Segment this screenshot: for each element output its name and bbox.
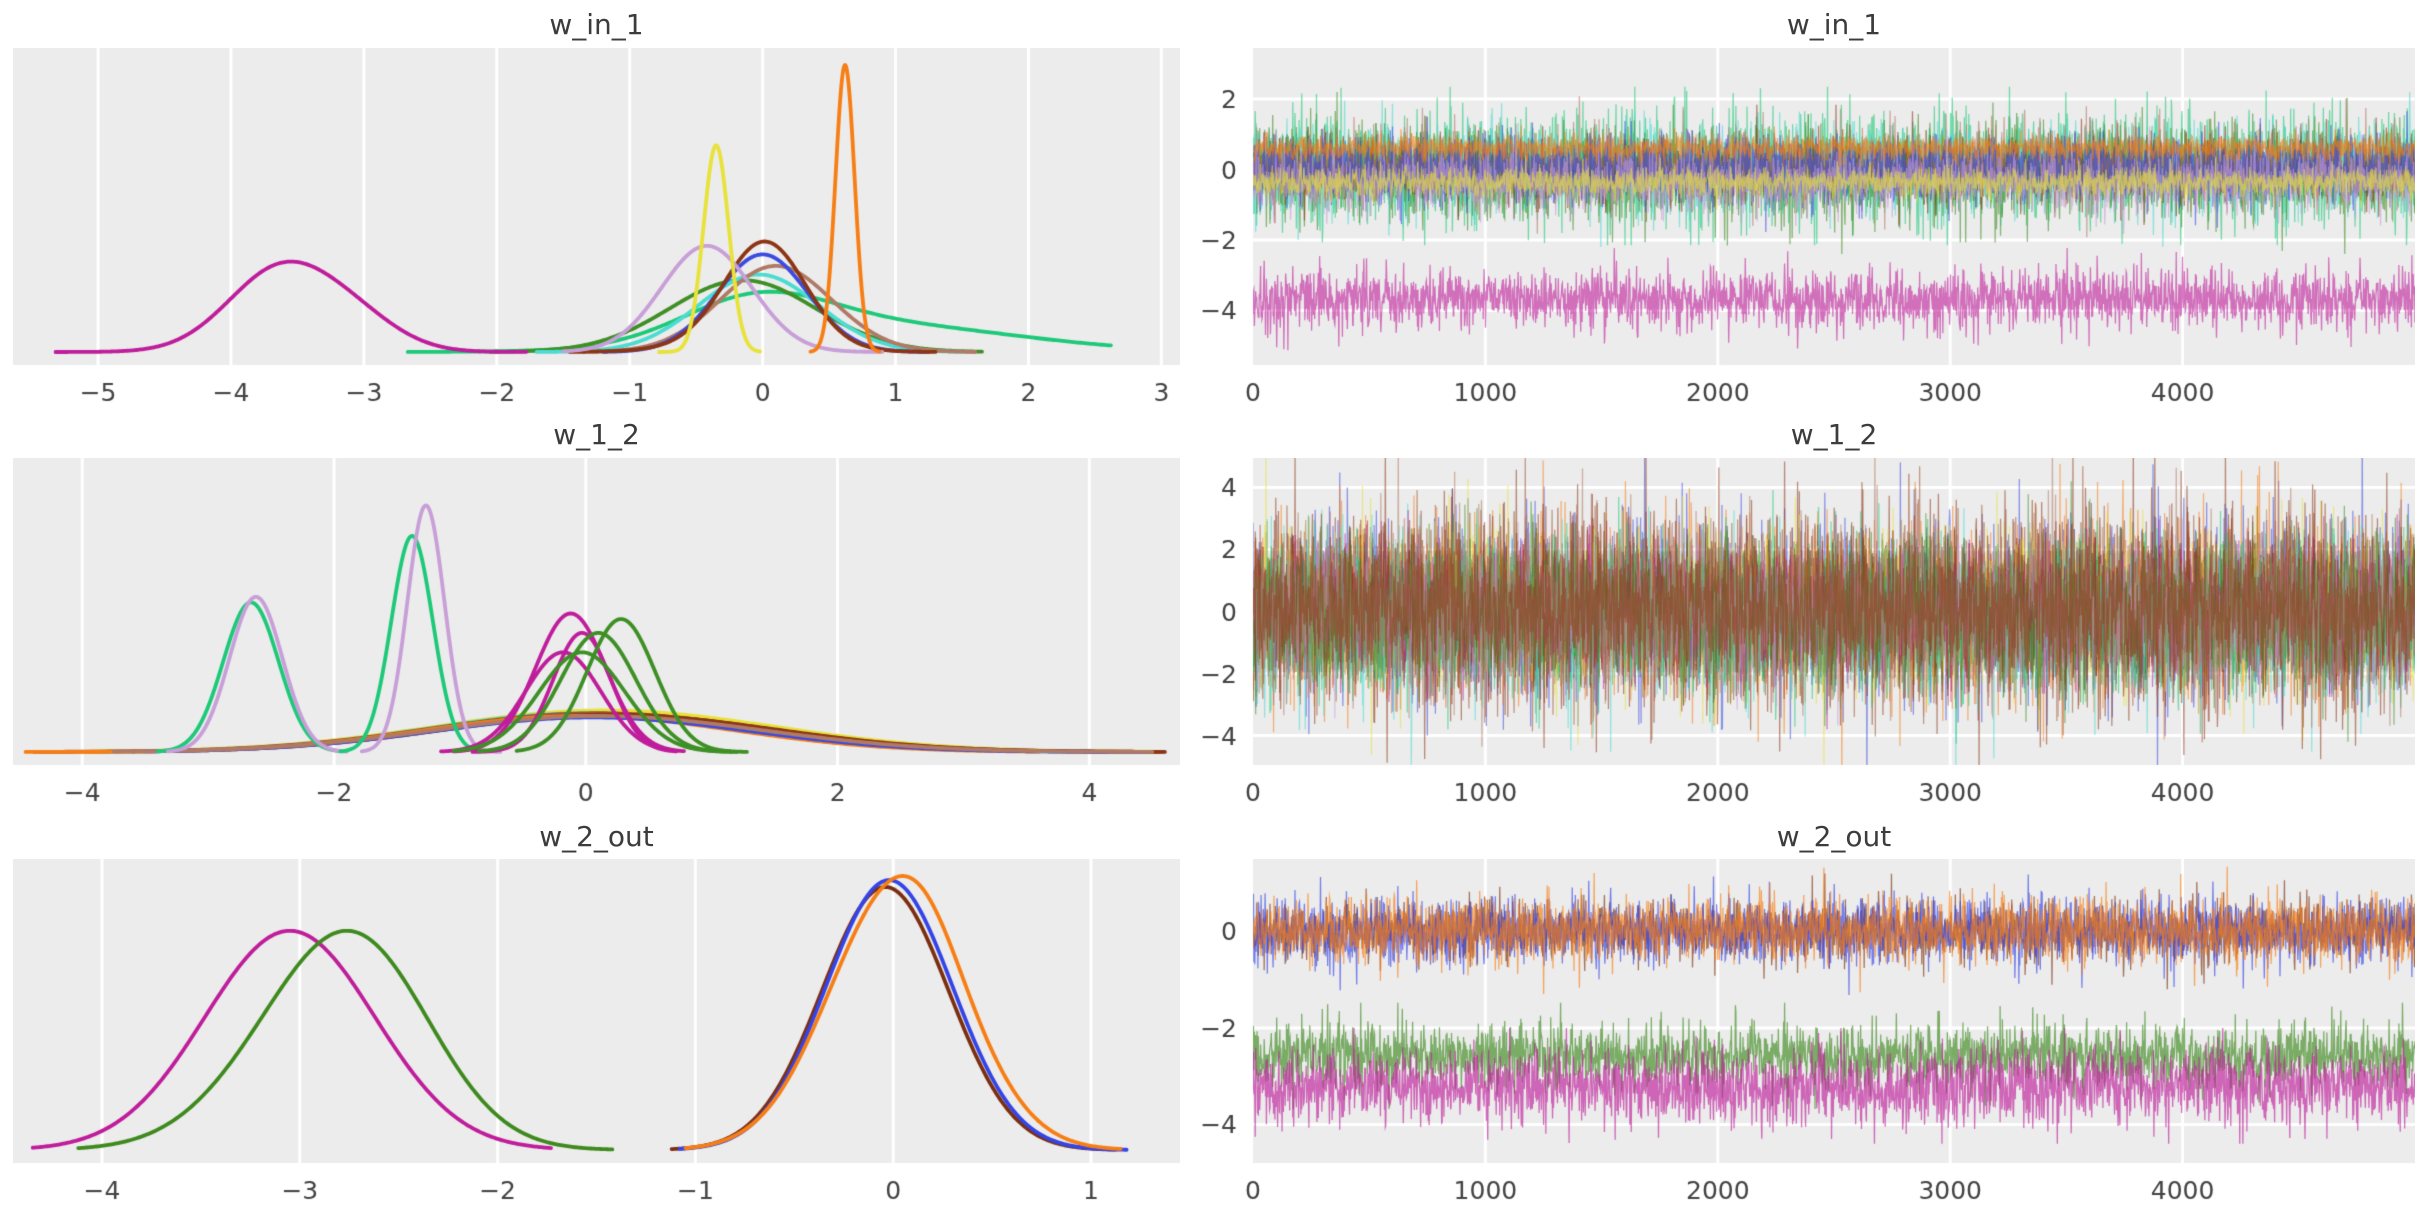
trace-plot-w-in-1 [1180,48,2415,411]
trace-title-w-1-2: w_1_2 [1790,418,1878,451]
kde-plot-w-in-1 [13,48,1180,411]
trace-plot-w-1-2 [1180,458,2415,811]
trace-plot-w-2-out [1180,859,2415,1209]
kde-plot-w-1-2 [13,458,1180,811]
trace-title-w-in-1: w_in_1 [1786,8,1882,41]
trace-title-w-2-out: w_2_out [1776,820,1892,853]
kde-title-w-in-1: w_in_1 [549,8,644,41]
kde-title-w-1-2: w_1_2 [553,418,640,451]
kde-title-w-2-out: w_2_out [539,820,654,853]
kde-plot-w-2-out [13,859,1180,1209]
